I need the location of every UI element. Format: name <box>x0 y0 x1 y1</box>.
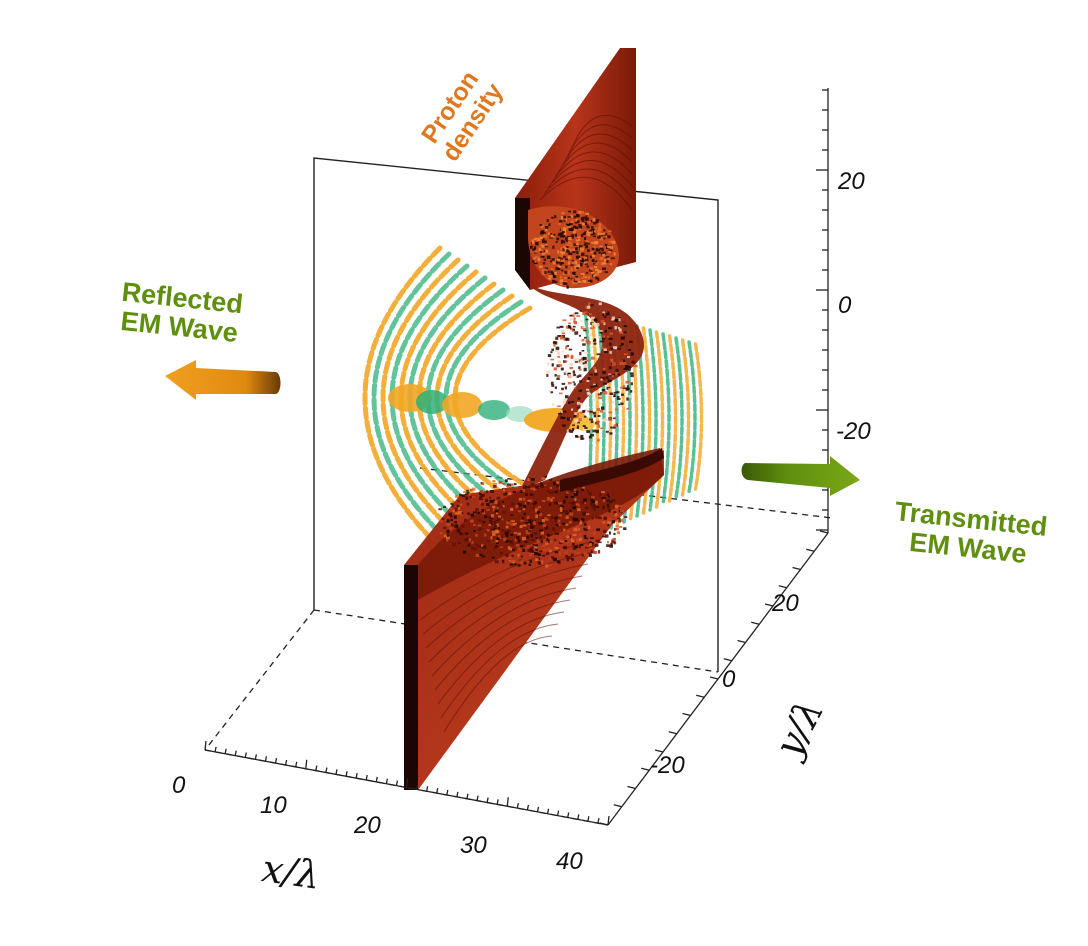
x-tick-label: 10 <box>260 792 287 819</box>
wave-pattern <box>362 245 704 551</box>
proton-density-sheet <box>404 48 664 790</box>
x-axis-title: x/λ <box>259 846 324 898</box>
arrow-right-icon <box>741 456 860 496</box>
reflected-wave-label: Reflected EM Wave <box>117 277 244 349</box>
arrow-left-icon <box>165 360 281 400</box>
y-tick-label: 0 <box>722 666 736 693</box>
field-plane <box>313 157 719 672</box>
x-tick-label: 40 <box>556 848 583 875</box>
y-tick-label: -20 <box>650 752 685 779</box>
x-tick-label: 20 <box>354 812 381 839</box>
z-tick-label: 0 <box>838 292 852 319</box>
z-tick-label: 20 <box>838 168 865 195</box>
y-axis <box>599 530 829 826</box>
x-tick-label: 0 <box>172 772 186 799</box>
z-tick-label: -20 <box>836 418 871 445</box>
x-tick-label: 30 <box>460 832 487 859</box>
x-axis <box>204 740 610 826</box>
y-tick-label: 20 <box>772 590 799 617</box>
